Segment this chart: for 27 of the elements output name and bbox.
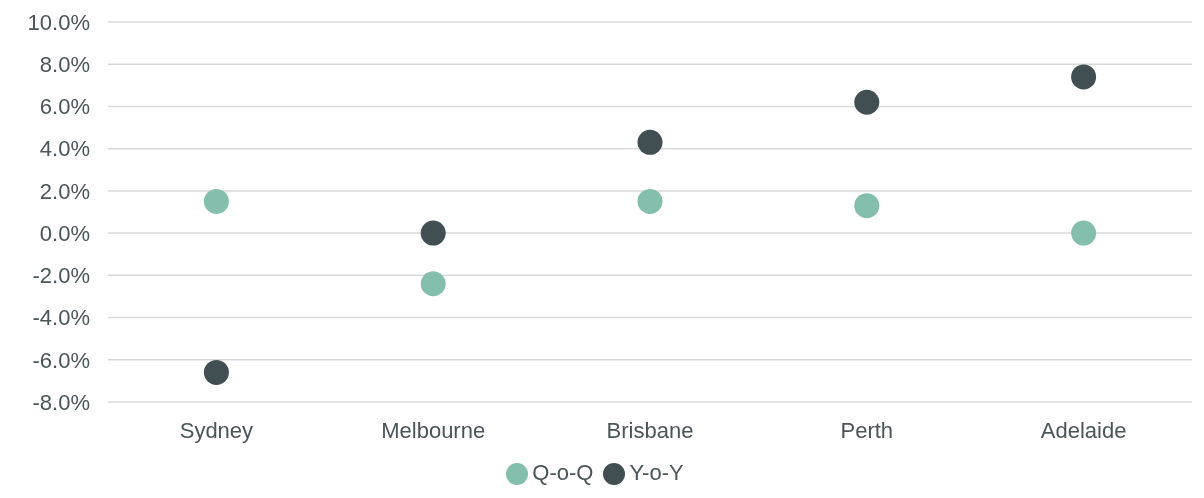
- point: [1071, 220, 1097, 246]
- x-tick-label: Melbourne: [381, 417, 486, 443]
- point: [854, 193, 880, 219]
- x-tick-label: Perth: [840, 417, 894, 443]
- y-tick-label: 6.0%: [39, 94, 90, 120]
- point: [203, 359, 229, 385]
- point: [637, 129, 663, 155]
- x-tick-label: Adelaide: [1040, 417, 1127, 443]
- x-tick-label: Sydney: [179, 417, 254, 443]
- y-tick-label: 8.0%: [39, 52, 90, 78]
- y-tick-label: 2.0%: [39, 178, 90, 204]
- y-tick-label: 0.0%: [39, 220, 90, 246]
- legend-label: Q-o-Q: [532, 460, 594, 485]
- point: [420, 220, 446, 246]
- y-tick-label: 4.0%: [39, 136, 90, 162]
- y-tick-label: 10.0%: [27, 9, 90, 35]
- point: [854, 89, 880, 115]
- y-tick-label: -8.0%: [32, 389, 90, 415]
- y-tick-label: -4.0%: [32, 305, 90, 331]
- y-tick-label: -2.0%: [32, 263, 90, 289]
- x-tick-label: Brisbane: [606, 417, 694, 443]
- point: [203, 188, 229, 214]
- point: [637, 188, 663, 214]
- point: [1071, 64, 1097, 90]
- y-tick-label: -6.0%: [32, 347, 90, 373]
- point: [420, 271, 446, 297]
- legend-label: Y-o-Y: [629, 460, 684, 485]
